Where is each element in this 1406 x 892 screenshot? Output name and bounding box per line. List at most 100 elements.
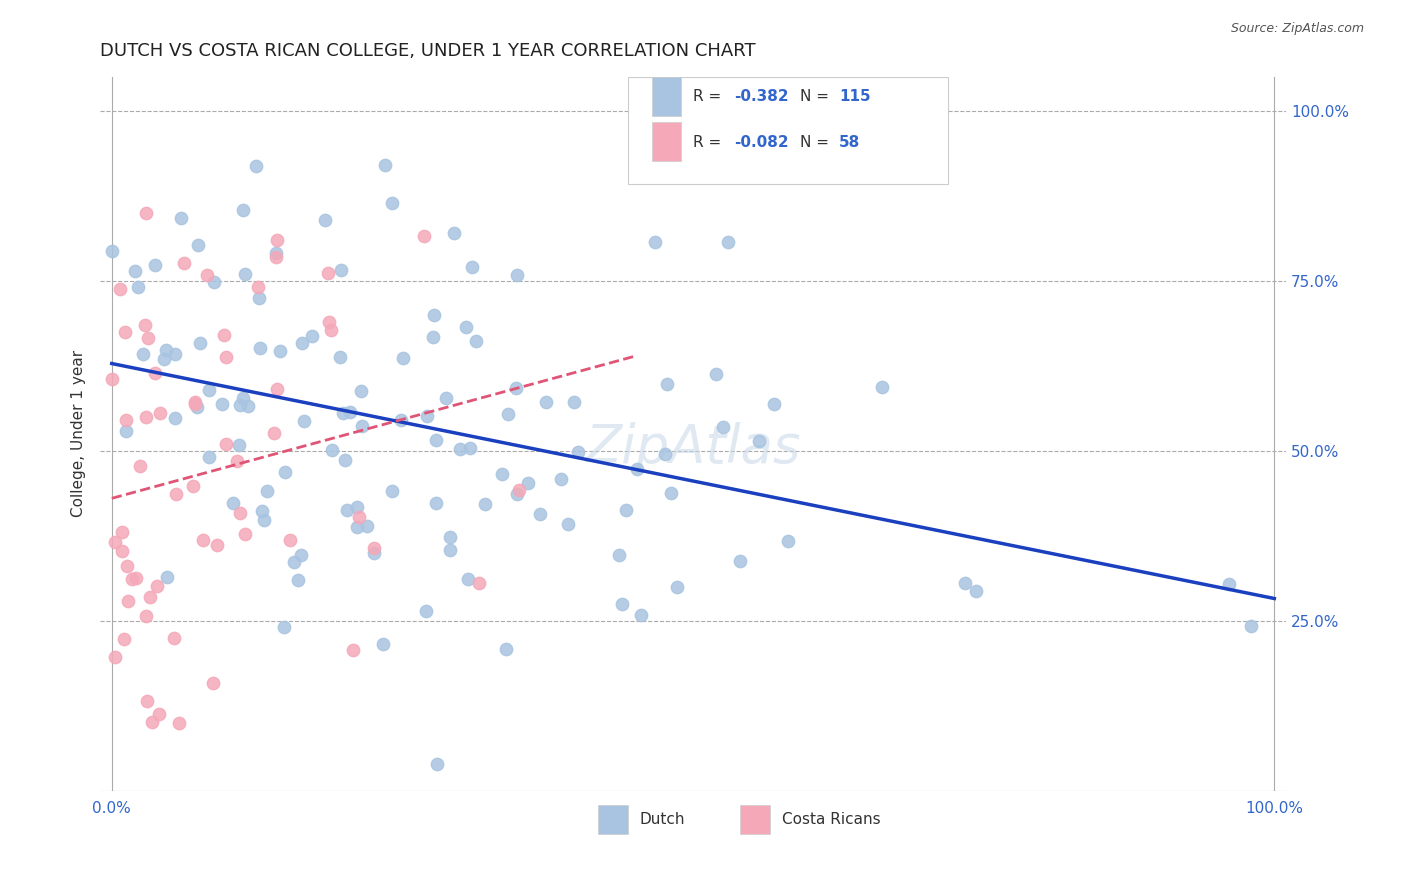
- Point: [953, 575, 976, 590]
- Point: [136, 331, 159, 345]
- Point: [280, 533, 302, 547]
- Point: [505, 381, 527, 395]
- Point: [332, 406, 354, 420]
- Point: [127, 280, 149, 294]
- Point: [329, 350, 352, 364]
- Point: [252, 513, 274, 527]
- Point: [381, 196, 404, 211]
- Point: [195, 268, 218, 282]
- Point: [381, 484, 404, 499]
- Text: N =: N =: [800, 135, 834, 150]
- Point: [170, 211, 193, 225]
- Point: [215, 437, 238, 451]
- Point: [252, 504, 274, 518]
- Point: [136, 693, 159, 707]
- Point: [339, 405, 361, 419]
- Point: [110, 282, 132, 296]
- Point: [202, 675, 225, 690]
- Point: [461, 260, 484, 274]
- Point: [567, 444, 589, 458]
- Point: [392, 351, 415, 365]
- Text: Source: ZipAtlas.com: Source: ZipAtlas.com: [1230, 22, 1364, 36]
- Point: [135, 205, 157, 219]
- Point: [111, 525, 134, 540]
- Point: [654, 446, 676, 460]
- Point: [550, 472, 572, 486]
- Text: 115: 115: [839, 89, 870, 104]
- Point: [666, 581, 689, 595]
- Point: [415, 604, 437, 618]
- Point: [508, 483, 530, 497]
- Point: [610, 597, 633, 611]
- Point: [111, 544, 134, 558]
- Point: [778, 533, 800, 548]
- Point: [292, 413, 315, 427]
- Point: [443, 227, 465, 241]
- Point: [114, 326, 136, 340]
- FancyBboxPatch shape: [741, 805, 770, 834]
- Point: [321, 442, 343, 457]
- Point: [748, 434, 770, 448]
- Point: [238, 399, 260, 413]
- Point: [211, 397, 233, 411]
- Point: [301, 329, 323, 343]
- Point: [245, 159, 267, 173]
- Point: [491, 467, 513, 481]
- Point: [460, 441, 482, 455]
- Point: [346, 500, 368, 514]
- Point: [495, 641, 517, 656]
- Point: [100, 372, 122, 386]
- Text: -0.082: -0.082: [734, 135, 789, 150]
- Point: [318, 316, 340, 330]
- Point: [346, 520, 368, 534]
- Point: [614, 503, 637, 517]
- Point: [232, 202, 254, 217]
- Point: [434, 391, 457, 405]
- Point: [132, 347, 155, 361]
- Point: [193, 533, 215, 548]
- Point: [156, 570, 179, 584]
- Point: [496, 407, 519, 421]
- Text: Costa Ricans: Costa Ricans: [782, 813, 880, 827]
- Point: [333, 452, 356, 467]
- Point: [269, 343, 291, 358]
- Point: [135, 609, 157, 624]
- Point: [188, 336, 211, 351]
- Point: [264, 250, 287, 264]
- Text: R =: R =: [693, 135, 725, 150]
- Point: [249, 341, 271, 355]
- Point: [425, 433, 447, 447]
- Point: [336, 502, 359, 516]
- Point: [412, 228, 434, 243]
- Point: [422, 308, 444, 322]
- Point: [426, 756, 449, 771]
- Point: [416, 409, 439, 423]
- Point: [100, 244, 122, 258]
- Point: [505, 268, 527, 282]
- Point: [287, 573, 309, 587]
- Point: [517, 475, 540, 490]
- Point: [143, 258, 166, 272]
- Point: [352, 418, 374, 433]
- Point: [263, 425, 285, 440]
- Point: [717, 235, 740, 249]
- Point: [225, 454, 247, 468]
- Point: [350, 384, 373, 398]
- Point: [464, 334, 486, 349]
- Point: [184, 397, 207, 411]
- Point: [139, 590, 162, 604]
- Point: [356, 518, 378, 533]
- Point: [655, 376, 678, 391]
- Point: [704, 367, 727, 381]
- Text: DUTCH VS COSTA RICAN COLLEGE, UNDER 1 YEAR CORRELATION CHART: DUTCH VS COSTA RICAN COLLEGE, UNDER 1 YE…: [100, 42, 756, 60]
- Point: [363, 541, 385, 555]
- Point: [169, 716, 191, 731]
- Point: [228, 438, 250, 452]
- Point: [202, 275, 225, 289]
- Point: [198, 450, 221, 464]
- Text: ZipAtlas: ZipAtlas: [585, 422, 801, 475]
- Point: [454, 320, 477, 334]
- Point: [467, 576, 489, 591]
- Point: [115, 558, 138, 573]
- Point: [644, 235, 666, 249]
